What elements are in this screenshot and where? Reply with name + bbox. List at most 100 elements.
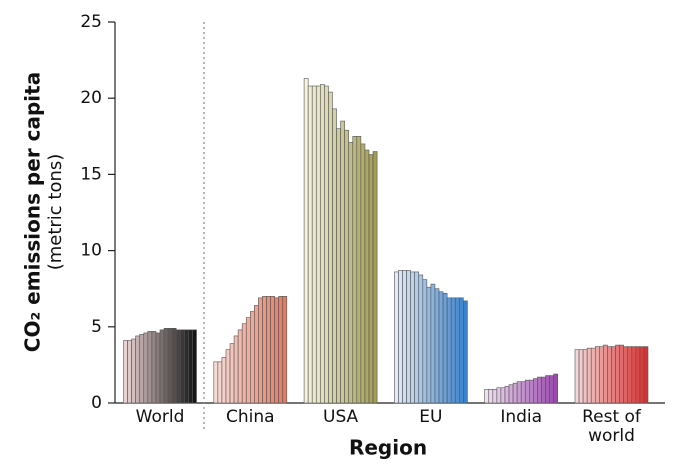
bar (446, 297, 452, 404)
bar (340, 120, 345, 404)
bar (245, 317, 251, 404)
bar (360, 143, 366, 404)
bar (422, 279, 428, 404)
bar (524, 379, 530, 404)
bar (500, 387, 506, 404)
bar (488, 388, 494, 404)
group-label: EU (419, 407, 443, 427)
bar (594, 346, 600, 404)
bar (406, 270, 411, 404)
bar (627, 346, 633, 404)
bar (508, 384, 514, 404)
bar (217, 361, 223, 404)
y-axis-title: CO₂ emissions per capita (21, 72, 45, 352)
y-tick-label: 0 (91, 393, 102, 413)
bar (496, 387, 502, 404)
bar (394, 271, 399, 404)
bar (237, 329, 243, 404)
group-label: China (226, 407, 275, 427)
y-tick-label: 20 (80, 88, 102, 108)
bar (607, 346, 612, 404)
bar (356, 136, 362, 404)
bar (623, 346, 629, 404)
bar (430, 283, 436, 404)
bar (328, 91, 333, 404)
bar (266, 296, 271, 404)
bar (348, 142, 354, 404)
bar (492, 388, 498, 404)
bar (262, 296, 267, 404)
bar (213, 361, 219, 404)
bar (167, 328, 173, 404)
bar (414, 271, 420, 404)
bar (372, 151, 378, 404)
bar (619, 344, 624, 404)
bar (127, 340, 132, 404)
bar (533, 378, 538, 404)
bar (344, 129, 350, 404)
bar (151, 331, 157, 404)
bar (135, 335, 141, 404)
bar (143, 332, 149, 404)
bar (599, 346, 604, 404)
bar (574, 349, 580, 404)
bar (364, 149, 370, 404)
bar (233, 335, 239, 404)
bar (590, 347, 596, 404)
bar (541, 376, 546, 404)
bar (179, 329, 185, 404)
bar (229, 343, 235, 404)
bar (504, 385, 510, 404)
y-tick-label: 5 (91, 317, 102, 337)
bar (315, 85, 321, 404)
bar (438, 291, 444, 404)
bar (307, 85, 313, 404)
bar (159, 329, 165, 404)
bar (553, 373, 559, 404)
bar (282, 296, 288, 404)
bar (184, 329, 189, 404)
bar (188, 329, 193, 404)
y-axis-subtitle: (metric tons) (45, 154, 66, 271)
bar (254, 305, 259, 404)
bar (324, 85, 329, 404)
bar (368, 154, 374, 404)
bar (529, 379, 534, 404)
bar (320, 84, 325, 404)
bar (426, 286, 432, 404)
bar (311, 85, 317, 404)
bar (631, 346, 637, 404)
bar (398, 270, 403, 404)
group-label: Rest of world (582, 407, 641, 446)
bar (139, 334, 145, 404)
bar (336, 128, 341, 404)
y-tick-label: 10 (80, 241, 102, 261)
bar (402, 270, 407, 404)
bar (545, 375, 550, 404)
bar (303, 78, 309, 404)
bar (484, 388, 490, 404)
bar (241, 323, 247, 404)
group-label: World (135, 407, 185, 427)
bar (549, 375, 554, 404)
bar (171, 328, 177, 404)
bar (147, 331, 153, 404)
bar (258, 297, 263, 404)
bar (192, 329, 197, 404)
bar (520, 381, 526, 404)
bar (352, 136, 358, 404)
bar (332, 108, 337, 404)
bar (155, 332, 161, 404)
bar (225, 349, 231, 404)
bar (270, 296, 275, 404)
bar (450, 297, 456, 404)
bar (463, 300, 468, 404)
bar (586, 347, 592, 404)
bar (512, 382, 518, 404)
bar (639, 346, 645, 404)
bar (123, 340, 128, 404)
bar (274, 297, 279, 404)
bar (643, 346, 649, 404)
